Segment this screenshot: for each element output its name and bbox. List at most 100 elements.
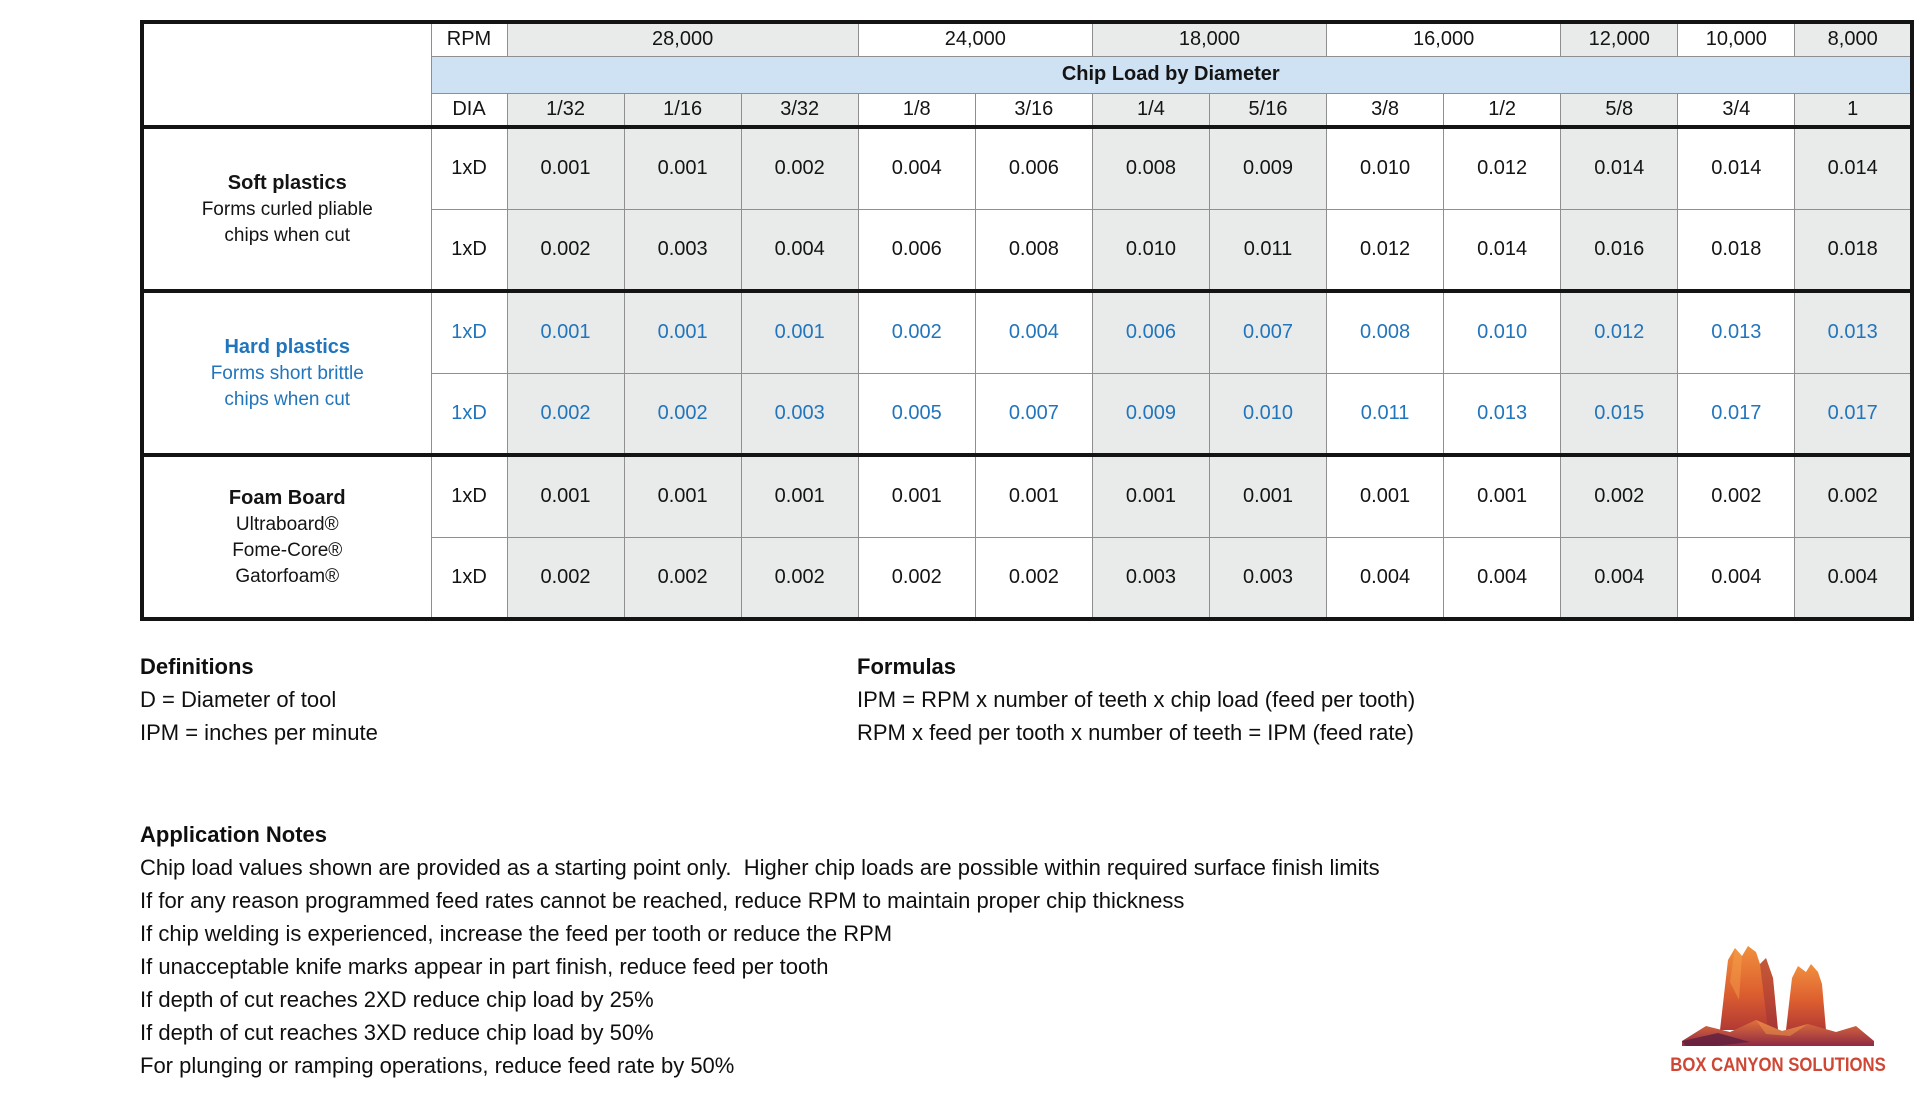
chip-load-value: 0.003 (740, 372, 859, 456)
material-description: Ultraboard® (235, 513, 339, 535)
chip-load-value: 0.008 (1091, 125, 1210, 210)
material-description: Forms curled pliable (201, 198, 373, 220)
chip-load-value: 0.006 (1091, 289, 1210, 374)
chip-load-value: 0.014 (1677, 125, 1796, 210)
logo-text: BOX CANYON SOLUTIONS (1670, 1055, 1886, 1076)
rpm-value-header: 12,000 (1560, 21, 1679, 57)
chip-load-value: 0.004 (974, 289, 1093, 374)
depth-cell: 1xD (430, 453, 508, 538)
chip-load-value: 0.004 (740, 208, 859, 292)
chip-load-value: 0.002 (974, 536, 1093, 620)
material-label-cell: Soft plastics Forms curled pliable chips w… (141, 125, 432, 292)
chip-load-value: 0.013 (1677, 289, 1796, 374)
chip-load-value: 0.012 (1443, 125, 1562, 210)
material-description: Forms short brittle (210, 362, 364, 384)
chip-load-value: 0.013 (1443, 372, 1562, 456)
chip-load-value: 0.002 (740, 125, 859, 210)
chip-load-value: 0.001 (623, 289, 742, 374)
chip-load-value: 0.001 (740, 453, 859, 538)
chip-load-value: 0.014 (1560, 125, 1679, 210)
depth-cell: 1xD (430, 289, 508, 374)
dia-header-label: DIA (430, 92, 508, 128)
diameter-header: 5/8 (1560, 92, 1679, 128)
chip-load-value: 0.003 (623, 208, 742, 292)
material-description: chips when cut (224, 388, 351, 410)
rpm-value-header: 18,000 (1091, 21, 1328, 57)
chip-load-value: 0.011 (1326, 372, 1445, 456)
chip-load-value: 0.001 (1443, 453, 1562, 538)
note-line: For plunging or ramping operations, redu… (140, 1053, 735, 1078)
chip-load-value: 0.017 (1794, 372, 1913, 456)
definitions-section: Definitions D = Diameter of tool IPM = i… (140, 650, 378, 749)
chip-load-value: 0.004 (1326, 536, 1445, 620)
note-line: If chip welding is experienced, increase… (140, 921, 893, 946)
table-corner-cell (142, 22, 431, 127)
chip-load-value: 0.009 (1208, 125, 1328, 210)
chip-load-value: 0.007 (1208, 289, 1328, 374)
chip-load-value: 0.003 (1208, 536, 1328, 620)
chip-load-value: 0.002 (1677, 453, 1796, 538)
chip-load-value: 0.014 (1443, 208, 1562, 292)
chip-load-value: 0.013 (1794, 289, 1913, 374)
material-description: chips when cut (224, 224, 351, 246)
formula-line: RPM x feed per tooth x number of teeth =… (857, 720, 1414, 745)
diameter-header: 3/4 (1677, 92, 1796, 128)
diameter-header: 1/8 (857, 92, 976, 128)
chip-load-table: RPM 28,000 24,000 18,000 16,000 12,000 10,000 8… (140, 20, 1914, 621)
chip-load-value: 0.001 (506, 289, 625, 374)
chip-load-value: 0.002 (857, 536, 976, 620)
diameter-header: 5/16 (1208, 92, 1328, 128)
diameter-header: 3/16 (974, 92, 1093, 128)
chip-load-value: 0.002 (506, 536, 625, 620)
chip-load-value: 0.007 (974, 372, 1093, 456)
chip-load-value: 0.002 (623, 536, 742, 620)
chip-load-value: 0.001 (1208, 453, 1328, 538)
material-label-cell: Hard plastics Forms short brittle chips wh… (141, 289, 432, 456)
depth-cell: 1xD (430, 208, 508, 292)
definitions-title: Definitions (140, 654, 254, 679)
chip-load-value: 0.011 (1208, 208, 1328, 292)
chip-load-value: 0.002 (506, 372, 625, 456)
rpm-header-label: RPM (430, 21, 508, 57)
chip-load-value: 0.008 (974, 208, 1093, 292)
chip-load-value: 0.001 (1091, 453, 1210, 538)
chip-load-value: 0.008 (1326, 289, 1445, 374)
depth-cell: 1xD (430, 536, 508, 620)
formulas-title: Formulas (857, 654, 957, 679)
chip-load-value: 0.004 (1677, 536, 1796, 620)
chip-load-value: 0.002 (1794, 453, 1913, 538)
chip-load-value: 0.006 (974, 125, 1093, 210)
chip-load-value: 0.004 (1443, 536, 1562, 620)
note-line: If for any reason programmed feed rates … (140, 888, 1185, 913)
chip-load-value: 0.014 (1794, 125, 1913, 210)
chip-load-value: 0.012 (1560, 289, 1679, 374)
chip-load-value: 0.002 (623, 372, 742, 456)
chip-load-value: 0.001 (623, 453, 742, 538)
diameter-header: 1/2 (1443, 92, 1562, 128)
definition-line: IPM = inches per minute (140, 720, 378, 745)
canyon-buttes-icon (1682, 946, 1874, 1046)
chip-load-value: 0.001 (1326, 453, 1445, 538)
material-name: Hard plastics (224, 335, 351, 358)
chip-load-value: 0.015 (1560, 372, 1679, 456)
material-name: Foam Board (228, 486, 346, 509)
note-line: If depth of cut reaches 3XD reduce chip … (140, 1020, 654, 1045)
depth-cell: 1xD (430, 372, 508, 456)
note-line: Chip load values shown are provided as a… (140, 855, 1380, 880)
chip-load-value: 0.017 (1677, 372, 1796, 456)
rpm-value-header: 24,000 (857, 21, 1093, 57)
material-description: Gatorfoam® (235, 565, 340, 587)
chip-load-value: 0.003 (1091, 536, 1210, 620)
rpm-value-header: 10,000 (1677, 21, 1796, 57)
diameter-header: 1 (1794, 92, 1913, 128)
chip-load-value: 0.018 (1677, 208, 1796, 292)
chip-load-value: 0.010 (1091, 208, 1210, 292)
chip-load-value: 0.002 (506, 208, 625, 292)
formula-line: IPM = RPM x number of teeth x chip load … (857, 687, 1416, 712)
chip-load-value: 0.001 (740, 289, 859, 374)
chip-load-value: 0.016 (1560, 208, 1679, 292)
definition-line: D = Diameter of tool (140, 687, 337, 712)
chip-load-value: 0.006 (857, 208, 976, 292)
chip-load-value: 0.018 (1794, 208, 1913, 292)
material-name: Soft plastics (227, 171, 347, 194)
